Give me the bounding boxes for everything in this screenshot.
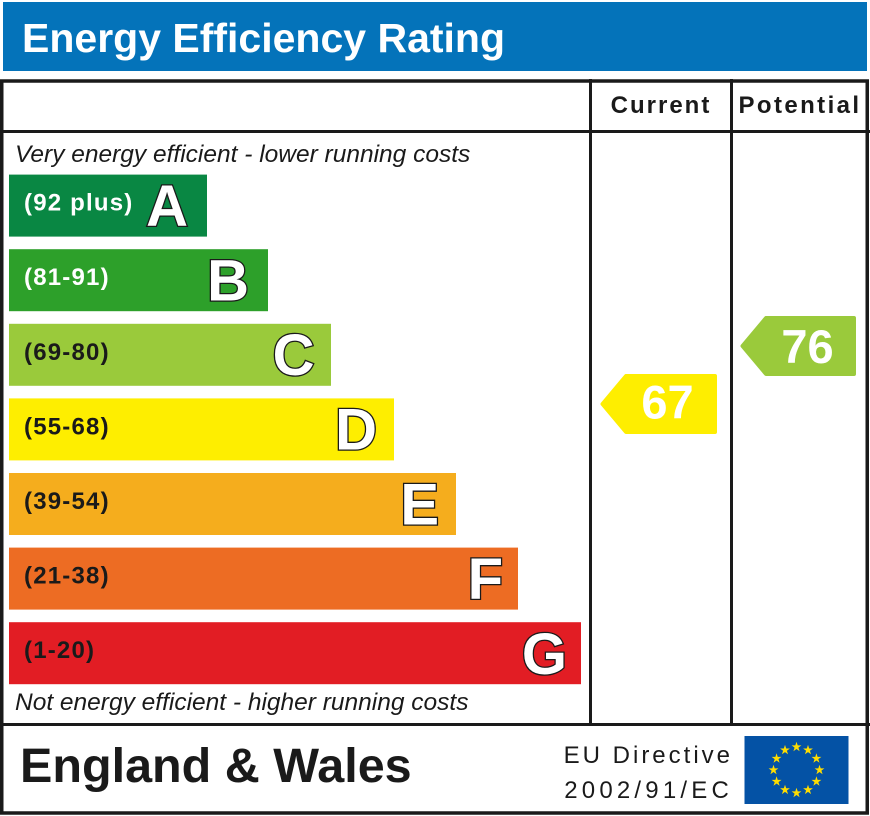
- svg-text:B: B: [207, 249, 249, 314]
- svg-text:Potential: Potential: [739, 92, 862, 119]
- svg-text:England & Wales: England & Wales: [20, 739, 412, 793]
- svg-text:76: 76: [781, 320, 833, 373]
- svg-text:A: A: [146, 174, 188, 239]
- svg-text:C: C: [273, 323, 315, 388]
- svg-text:67: 67: [641, 376, 693, 429]
- svg-text:(39-54): (39-54): [24, 488, 110, 515]
- svg-text:(55-68): (55-68): [24, 413, 110, 440]
- svg-text:EU Directive: EU Directive: [564, 742, 733, 769]
- svg-text:E: E: [400, 472, 439, 537]
- svg-text:G: G: [522, 622, 567, 687]
- svg-text:Current: Current: [611, 92, 712, 119]
- svg-text:2002/91/EC: 2002/91/EC: [564, 777, 733, 804]
- svg-text:(81-91): (81-91): [24, 264, 110, 291]
- svg-text:(21-38): (21-38): [24, 563, 110, 590]
- svg-text:Energy Efficiency Rating: Energy Efficiency Rating: [22, 15, 505, 61]
- svg-text:Very energy efficient - lower: Very energy efficient - lower running co…: [15, 141, 470, 168]
- svg-text:Not energy efficient - higher: Not energy efficient - higher running co…: [15, 689, 469, 716]
- svg-text:(92 plus): (92 plus): [24, 190, 133, 217]
- svg-text:(1-20): (1-20): [24, 637, 95, 664]
- svg-text:F: F: [468, 547, 503, 612]
- svg-text:(69-80): (69-80): [24, 339, 110, 366]
- svg-text:D: D: [335, 398, 377, 463]
